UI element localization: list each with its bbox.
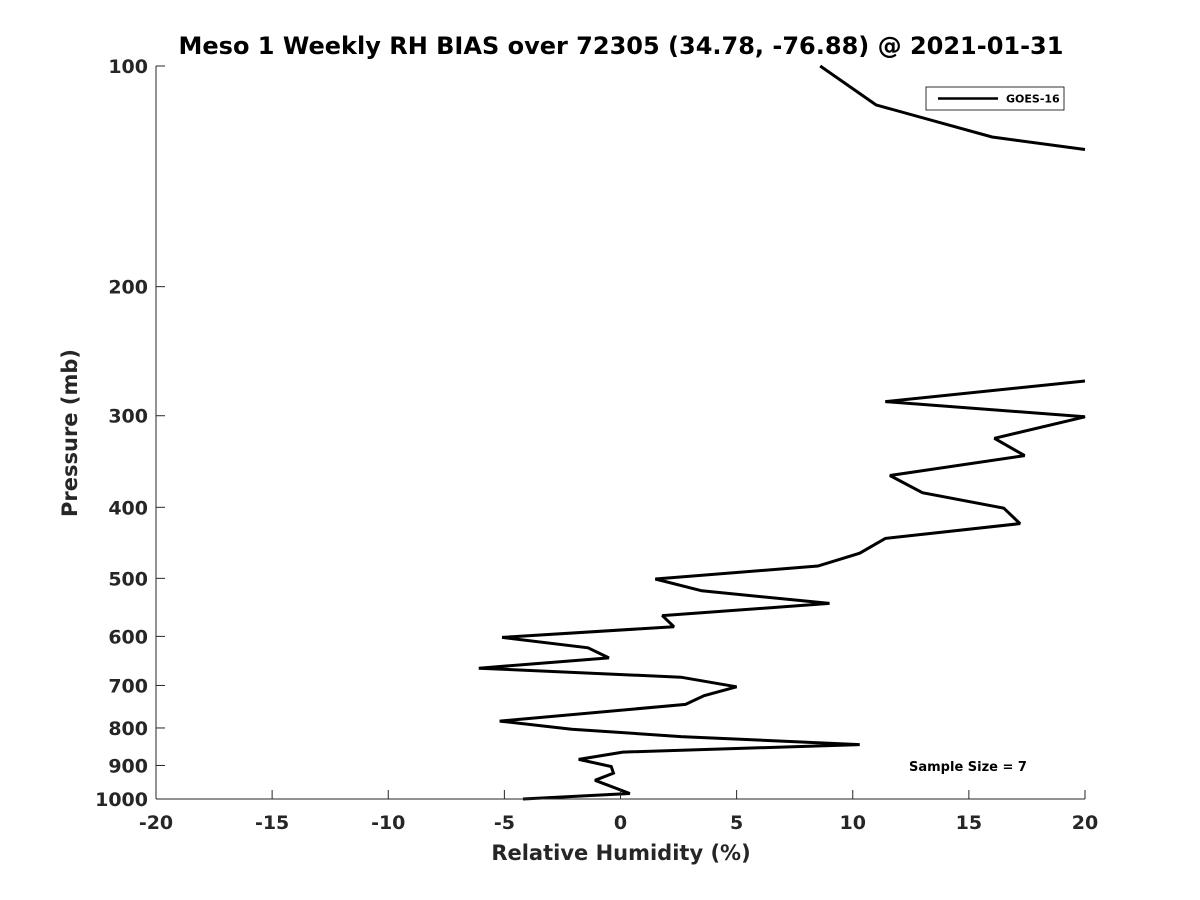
x-tick-label: 15 <box>956 812 982 834</box>
x-tick-label: 5 <box>730 812 743 834</box>
x-tick-label: -15 <box>255 812 289 834</box>
series-line-goes-16-segment-1 <box>819 64 1086 151</box>
y-tick-label: 200 <box>108 277 148 299</box>
y-tick-label: 500 <box>108 568 148 590</box>
y-tick-label: 100 <box>108 56 148 78</box>
y-tick-label: 1000 <box>95 789 148 811</box>
plot-area <box>478 64 1086 801</box>
series-line-goes-16-segment-2 <box>478 379 1086 801</box>
x-axis: -20 -15 -10 -5 0 5 10 15 20 <box>139 790 1098 834</box>
y-axis-label: Pressure (mb) <box>58 349 82 517</box>
y-tick-label: 800 <box>108 718 148 740</box>
sample-size-annotation: Sample Size = 7 <box>909 760 1027 775</box>
legend-label-goes-16: GOES-16 <box>1006 93 1060 106</box>
x-tick-label: 20 <box>1072 812 1098 834</box>
y-tick-label: 900 <box>108 755 148 777</box>
x-tick-label: 0 <box>614 812 627 834</box>
legend: GOES-16 <box>925 86 1065 111</box>
x-tick-label: -10 <box>371 812 405 834</box>
x-axis-label: Relative Humidity (%) <box>491 841 750 865</box>
chart-title: Meso 1 Weekly RH BIAS over 72305 (34.78,… <box>179 32 1064 60</box>
y-tick-label: 700 <box>108 675 148 697</box>
x-tick-label: -20 <box>139 812 173 834</box>
x-tick-label: -5 <box>494 812 515 834</box>
y-axis: 100 200 300 400 500 600 700 800 900 1000 <box>95 56 165 811</box>
x-tick-label: 10 <box>840 812 866 834</box>
y-tick-label: 300 <box>108 406 148 428</box>
y-tick-label: 400 <box>108 497 148 519</box>
y-tick-label: 600 <box>108 626 148 648</box>
